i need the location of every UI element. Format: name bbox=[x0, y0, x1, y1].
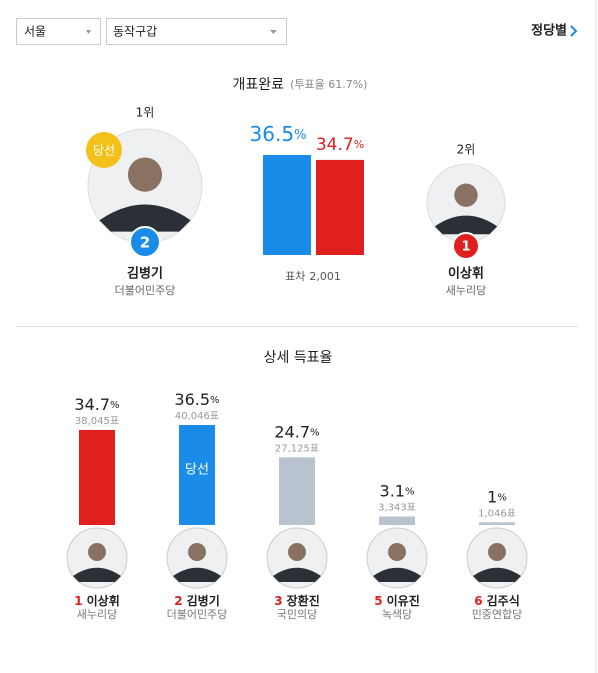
votes: 1,046표 bbox=[478, 508, 516, 519]
select-box[interactable] bbox=[106, 18, 287, 45]
candidate-name: 5 이유진 bbox=[374, 593, 419, 608]
votes: 3,343표 bbox=[378, 503, 416, 514]
photo-body bbox=[173, 567, 221, 582]
region-select[interactable]: 서울 bbox=[16, 18, 101, 45]
vote-bar bbox=[379, 516, 415, 525]
name-text: 이상휘 bbox=[87, 593, 120, 608]
candidate-name: 6 김주식 bbox=[474, 593, 519, 608]
candidate-number: 6 bbox=[474, 594, 482, 608]
margin-label: 표차 bbox=[285, 270, 305, 283]
percent-unit: % bbox=[110, 400, 120, 411]
candidate-party: 더불어민주당 bbox=[167, 608, 228, 621]
turnout: (투표율 61.7%) bbox=[290, 78, 367, 91]
photo-body bbox=[473, 567, 521, 582]
name-text: 김병기 bbox=[187, 593, 220, 608]
detail-title: 상세 득표율 bbox=[264, 350, 333, 366]
candidate-name: 3 장환진 bbox=[274, 593, 319, 608]
candidate-party: 민중연합당 bbox=[472, 608, 523, 621]
photo-head bbox=[88, 543, 106, 561]
photo-body bbox=[373, 567, 421, 582]
winner-badge: 당선 bbox=[185, 463, 209, 478]
party: 새누리당 bbox=[446, 284, 486, 297]
percent-label: 34.7% bbox=[74, 394, 119, 413]
select-text[interactable]: 서울 bbox=[24, 25, 46, 39]
photo-head bbox=[454, 183, 478, 207]
percent-value: 34.7 bbox=[74, 394, 110, 413]
photo-body bbox=[434, 215, 498, 235]
number: 2 bbox=[140, 234, 150, 252]
photo-body bbox=[273, 567, 321, 582]
chevron[interactable] bbox=[570, 25, 578, 37]
photo-body bbox=[73, 567, 121, 582]
name: 김병기 bbox=[127, 266, 163, 282]
district-select[interactable]: 동작구갑 bbox=[106, 18, 287, 45]
photo-head bbox=[188, 543, 206, 561]
rank: 1위 bbox=[136, 106, 155, 120]
photo-head bbox=[127, 157, 163, 192]
percent-value: 36.5 bbox=[250, 122, 295, 146]
number: 1 bbox=[461, 240, 470, 255]
margin-value: 2,001 bbox=[309, 270, 341, 283]
percent-unit: % bbox=[294, 128, 306, 143]
name-text: 장환진 bbox=[287, 593, 320, 608]
vote-bar bbox=[79, 429, 115, 525]
vote-bar bbox=[279, 457, 315, 525]
votes: 38,045표 bbox=[75, 416, 119, 427]
percent-label: 1% bbox=[487, 487, 507, 506]
select-box[interactable] bbox=[16, 18, 101, 45]
name: 이상휘 bbox=[448, 266, 484, 282]
candidate-number: 1 bbox=[74, 594, 82, 608]
summary-title: 개표완료 (투표율 61.7%) bbox=[233, 77, 368, 93]
candidate-name: 1 이상휘 bbox=[74, 593, 119, 608]
photo-body bbox=[99, 204, 191, 232]
percent-unit: % bbox=[354, 138, 364, 151]
votes: 27,125표 bbox=[275, 443, 319, 454]
number-badge bbox=[452, 232, 480, 260]
select-text[interactable]: 동작구갑 bbox=[113, 25, 157, 39]
percent-value: 36.5 bbox=[174, 389, 210, 408]
select-arrow bbox=[86, 30, 91, 34]
compare-bar bbox=[316, 159, 364, 255]
compare-bar bbox=[263, 154, 311, 255]
candidate-number: 3 bbox=[274, 594, 282, 608]
percent-unit: % bbox=[310, 427, 320, 438]
percent-value: 34.7 bbox=[316, 135, 354, 155]
photo-head bbox=[488, 543, 506, 561]
percent-unit: % bbox=[497, 492, 507, 503]
photo-head bbox=[388, 543, 406, 561]
percent-unit: % bbox=[405, 487, 415, 498]
candidate-party: 새누리당 bbox=[77, 608, 117, 621]
name-text: 이유진 bbox=[387, 593, 420, 608]
badge bbox=[86, 132, 122, 168]
vote-bar bbox=[479, 522, 515, 525]
percent-value: 24.7 bbox=[274, 422, 310, 441]
percent-label: 36.5% bbox=[174, 389, 219, 408]
badge-text: 당선 bbox=[93, 144, 115, 158]
percent-value: 3.1 bbox=[380, 481, 405, 500]
percent-label: 34.7% bbox=[316, 135, 364, 155]
candidate-party: 녹색당 bbox=[382, 608, 412, 621]
select-arrow bbox=[270, 30, 277, 34]
name-text: 김주식 bbox=[487, 593, 520, 608]
candidate-name: 2 김병기 bbox=[174, 593, 219, 608]
percent-value: 1 bbox=[487, 487, 497, 506]
rank: 2위 bbox=[457, 143, 476, 157]
percent-label: 3.1% bbox=[380, 481, 415, 500]
percent-label: 24.7% bbox=[274, 422, 319, 441]
percent-unit: % bbox=[210, 395, 220, 406]
candidate-number: 2 bbox=[174, 594, 182, 608]
party-link[interactable]: 정당별 bbox=[531, 23, 567, 39]
number-badge bbox=[129, 226, 161, 258]
party: 더불어민주당 bbox=[115, 284, 176, 297]
vote-bar bbox=[179, 424, 215, 525]
votes: 40,046표 bbox=[175, 411, 219, 422]
margin: 표차 2,001 bbox=[285, 270, 341, 283]
candidate-number: 5 bbox=[374, 594, 382, 608]
title-text: 개표완료 bbox=[233, 77, 285, 93]
percent-label: 36.5% bbox=[250, 122, 307, 146]
candidate-party: 국민의당 bbox=[277, 608, 317, 621]
photo-head bbox=[288, 543, 306, 561]
